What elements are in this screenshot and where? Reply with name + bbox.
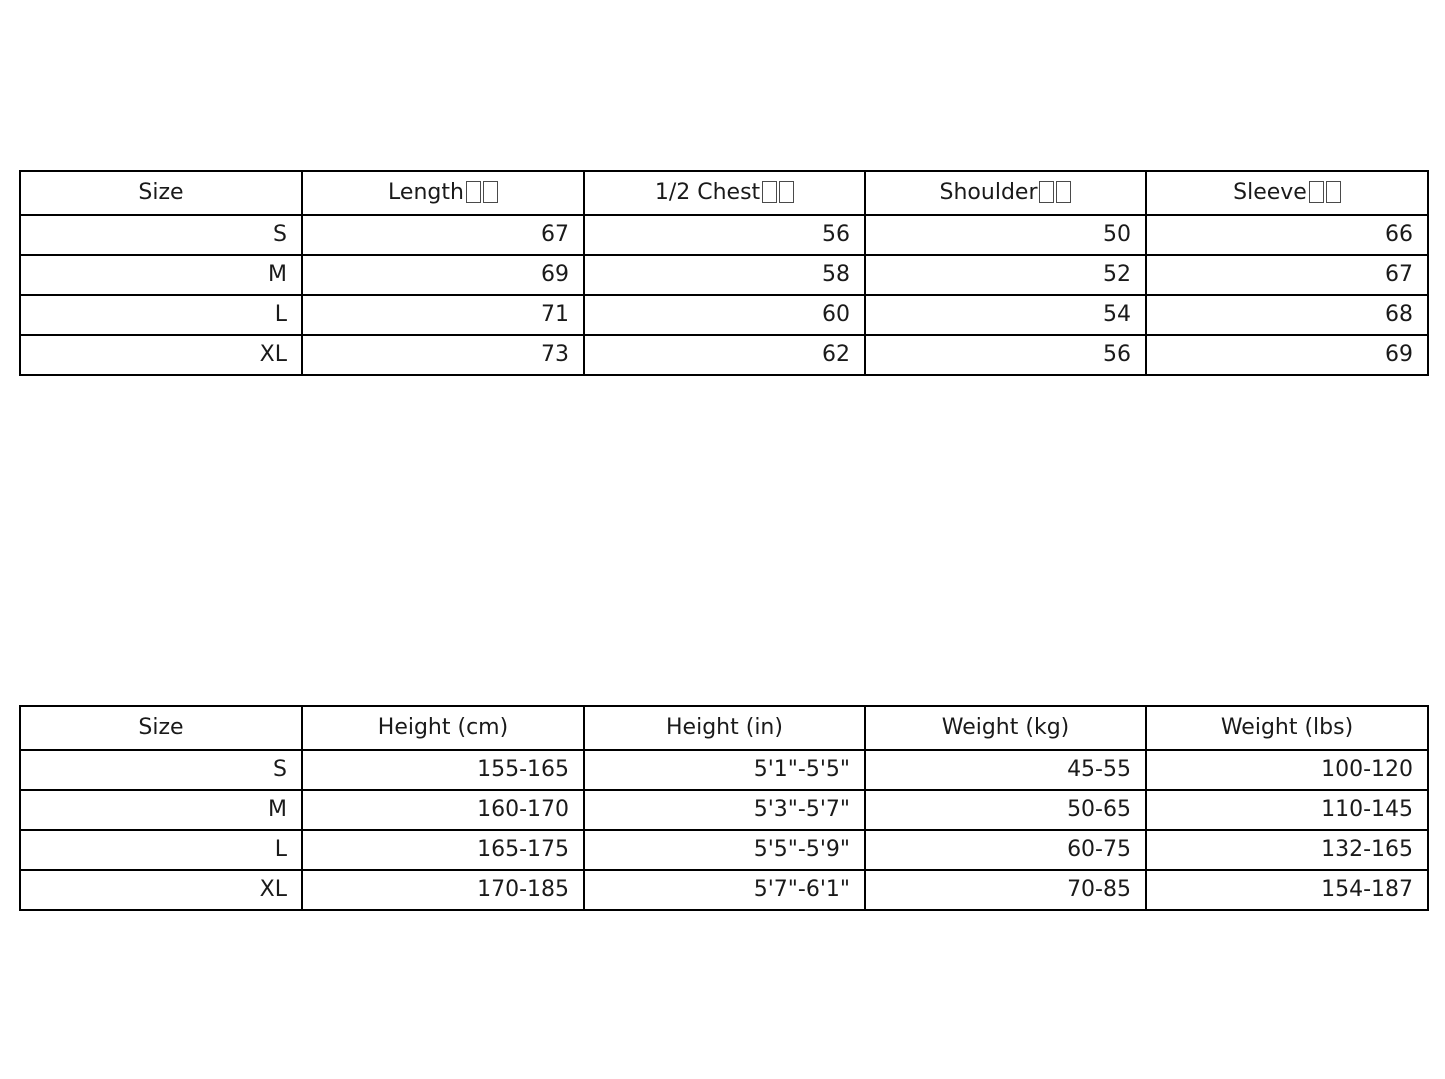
cell-height-cm: 165-175: [301, 829, 585, 871]
cell-weight-kg: 60-75: [864, 829, 1147, 871]
cell-sleeve: 67: [1145, 254, 1429, 296]
cell-weight-kg: 70-85: [864, 869, 1147, 911]
table-row: S 155-165 5'1"-5'5" 45-55 100-120: [19, 749, 1429, 791]
cell-weight-kg: 50-65: [864, 789, 1147, 831]
cell-sleeve: 66: [1145, 214, 1429, 256]
column-header-size: Size: [19, 705, 303, 751]
column-header-sleeve: Sleeve: [1145, 170, 1429, 216]
cell-shoulder: 50: [864, 214, 1147, 256]
cell-height-in: 5'7"-6'1": [583, 869, 866, 911]
cell-size: XL: [19, 869, 303, 911]
cell-height-in: 5'1"-5'5": [583, 749, 866, 791]
missing-glyph-icon: [1037, 173, 1072, 213]
missing-glyph-icon: [1307, 173, 1341, 213]
table-header: Size Height (cm) Height (in) Weight (kg)…: [19, 705, 1429, 751]
cell-size: S: [19, 214, 303, 256]
cell-shoulder: 56: [864, 334, 1147, 376]
table-header: Size Length 1/2 Chest Shoulder Sleeve: [19, 170, 1429, 216]
cell-size: L: [19, 829, 303, 871]
table-row: L 165-175 5'5"-5'9" 60-75 132-165: [19, 829, 1429, 871]
header-text: 1/2 Chest: [654, 180, 761, 205]
cell-half-chest: 58: [583, 254, 866, 296]
table-body: S 155-165 5'1"-5'5" 45-55 100-120 M 160-…: [19, 749, 1429, 911]
cell-sleeve: 69: [1145, 334, 1429, 376]
table-row: XL 73 62 56 69: [19, 334, 1429, 376]
cell-shoulder: 54: [864, 294, 1147, 336]
table-row: M 160-170 5'3"-5'7" 50-65 110-145: [19, 789, 1429, 831]
column-header-height-in: Height (in): [583, 705, 866, 751]
cell-length: 73: [301, 334, 585, 376]
cell-height-cm: 170-185: [301, 869, 585, 911]
column-header-shoulder: Shoulder: [864, 170, 1147, 216]
cell-weight-lbs: 110-145: [1145, 789, 1429, 831]
table-row: S 67 56 50 66: [19, 214, 1429, 256]
cell-size: M: [19, 789, 303, 831]
cell-weight-lbs: 154-187: [1145, 869, 1429, 911]
column-header-weight-kg: Weight (kg): [864, 705, 1147, 751]
cell-size: M: [19, 254, 303, 296]
table-body: S 67 56 50 66 M 69 58 52 67 L 71 60 54 6…: [19, 214, 1429, 376]
table-header-row: Size Length 1/2 Chest Shoulder Sleeve: [19, 170, 1429, 216]
cell-length: 67: [301, 214, 585, 256]
table-row: M 69 58 52 67: [19, 254, 1429, 296]
column-header-height-cm: Height (cm): [301, 705, 585, 751]
cell-size: S: [19, 749, 303, 791]
column-header-half-chest: 1/2 Chest: [583, 170, 866, 216]
header-text: Size: [138, 180, 184, 205]
cell-half-chest: 56: [583, 214, 866, 256]
cell-shoulder: 52: [864, 254, 1147, 296]
table-header-row: Size Height (cm) Height (in) Weight (kg)…: [19, 705, 1429, 751]
cell-height-cm: 160-170: [301, 789, 585, 831]
cell-weight-lbs: 132-165: [1145, 829, 1429, 871]
header-text: Sleeve: [1233, 180, 1307, 205]
table-row: L 71 60 54 68: [19, 294, 1429, 336]
missing-glyph-icon: [464, 173, 498, 213]
cell-weight-kg: 45-55: [864, 749, 1147, 791]
table-row: XL 170-185 5'7"-6'1" 70-85 154-187: [19, 869, 1429, 911]
cell-height-cm: 155-165: [301, 749, 585, 791]
cell-length: 69: [301, 254, 585, 296]
column-header-size: Size: [19, 170, 303, 216]
missing-glyph-icon: [760, 173, 795, 213]
column-header-length: Length: [301, 170, 585, 216]
cell-sleeve: 68: [1145, 294, 1429, 336]
garment-measurement-table: Size Length 1/2 Chest Shoulder Sleeve S …: [19, 170, 1429, 376]
body-size-recommendation-table: Size Height (cm) Height (in) Weight (kg)…: [19, 705, 1429, 911]
cell-half-chest: 60: [583, 294, 866, 336]
column-header-weight-lbs: Weight (lbs): [1145, 705, 1429, 751]
cell-half-chest: 62: [583, 334, 866, 376]
cell-size: L: [19, 294, 303, 336]
header-text: Length: [388, 180, 464, 205]
cell-size: XL: [19, 334, 303, 376]
cell-length: 71: [301, 294, 585, 336]
cell-height-in: 5'3"-5'7": [583, 789, 866, 831]
cell-weight-lbs: 100-120: [1145, 749, 1429, 791]
cell-height-in: 5'5"-5'9": [583, 829, 866, 871]
header-text: Shoulder: [939, 180, 1038, 205]
